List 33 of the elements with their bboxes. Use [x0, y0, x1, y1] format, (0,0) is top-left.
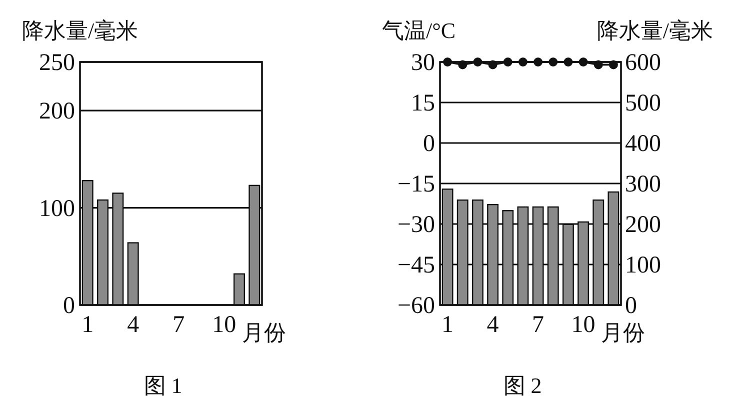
y-tick-label: 200: [39, 98, 75, 125]
x-axis-title: 月份: [601, 320, 645, 345]
y2-tick-label: 500: [625, 90, 661, 116]
x-axis-title: 月份: [242, 320, 286, 345]
y2-axis-title: 降水量/毫米: [596, 18, 713, 43]
y2-tick-label: 200: [625, 212, 661, 238]
x-tick-label: 1: [82, 312, 94, 338]
y-tick-label: −45: [397, 252, 435, 278]
x-tick-label: 7: [532, 312, 544, 338]
y-tick-label: 250: [39, 50, 75, 76]
text: 图 1: [144, 373, 182, 398]
y-tick-label: 30: [411, 50, 435, 76]
x-tick-label: 10: [212, 312, 236, 338]
y2-tick-label: 600: [625, 50, 661, 76]
y2-tick-label: 100: [625, 252, 661, 278]
text: 图 2: [503, 373, 542, 398]
y-axis-title: 降水量/毫米: [22, 18, 138, 43]
y2-tick-label: 400: [625, 131, 661, 157]
x-tick-label: 10: [571, 312, 596, 338]
y-tick-label: 0: [423, 131, 435, 157]
y-tick-label: −60: [397, 293, 435, 319]
y-tick-label: 0: [63, 293, 75, 319]
y-tick-label: 15: [411, 90, 435, 116]
y-axis-title: 气温/°C: [382, 18, 456, 43]
x-tick-label: 1: [442, 312, 454, 338]
y2-tick-label: 300: [625, 172, 661, 198]
x-tick-label: 4: [127, 312, 140, 338]
y2-tick-label: 0: [625, 293, 637, 319]
y-tick-label: 100: [39, 196, 75, 222]
x-tick-label: 4: [486, 312, 499, 338]
y-tick-label: −30: [397, 212, 435, 238]
x-tick-label: 7: [172, 312, 185, 338]
y-tick-label: −15: [397, 172, 435, 198]
